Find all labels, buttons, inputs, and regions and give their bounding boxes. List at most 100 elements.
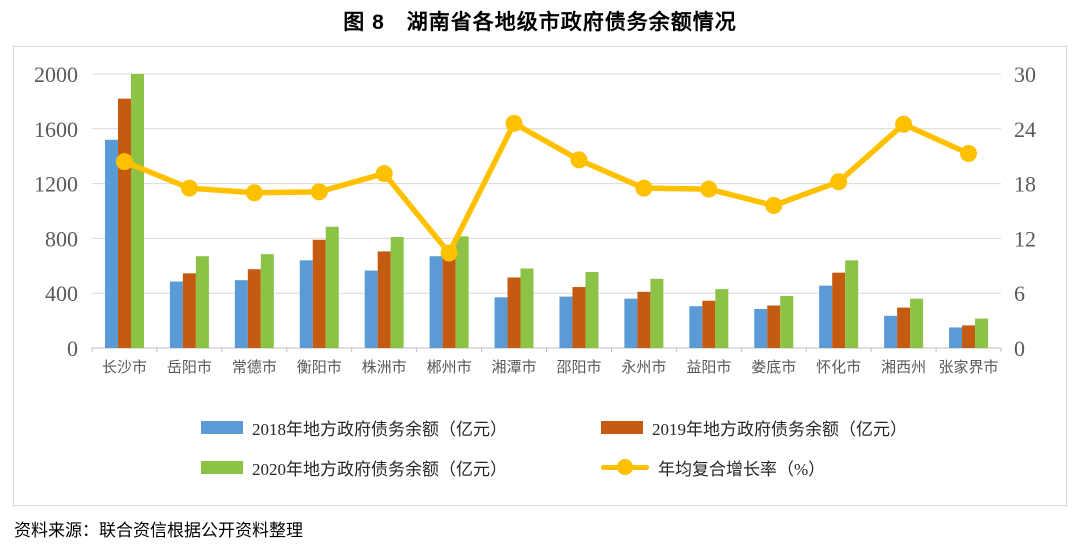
cagr-point-株洲市 (375, 165, 393, 183)
bar-2019年-常德市 (247, 269, 261, 348)
bar-2020年-张家界市 (975, 318, 989, 348)
bar-2018年-怀化市 (819, 285, 833, 348)
bar-2020年-永州市 (650, 278, 664, 348)
category-label: 益阳市 (686, 359, 731, 376)
bar-2018年-邵阳市 (559, 296, 573, 348)
cagr-point-娄底市 (765, 197, 783, 215)
left-axis-tick-label: 0 (67, 336, 78, 361)
bar-2020年-邵阳市 (585, 271, 599, 348)
bar-2019年-邵阳市 (572, 287, 586, 348)
bar-2020年-娄底市 (780, 295, 794, 348)
category-label: 张家界市 (939, 359, 999, 376)
legend-item-cagr: 年均复合增长率（%） (601, 455, 981, 480)
chart-area: 0 0 400 6 800 12 1200 18 1600 24 2000 30 长沙市 岳阳市 常德市 衡阳… (13, 46, 1067, 506)
chart-title: 图 8 湖南省各地级市政府债务余额情况 (343, 11, 737, 34)
cagr-point-常德市 (245, 184, 263, 202)
bar-2018年-常德市 (234, 280, 248, 348)
cagr-point-邵阳市 (570, 151, 588, 169)
left-axis-tick-label: 800 (45, 226, 78, 251)
bar-2018年-岳阳市 (169, 281, 183, 348)
bar-2019年-郴州市 (442, 256, 456, 348)
category-label: 常德市 (232, 358, 277, 376)
bar-2020年-衡阳市 (325, 226, 339, 348)
bar-2019年-岳阳市 (182, 273, 196, 348)
category-label: 郴州市 (427, 359, 472, 376)
category-label: 湘潭市 (492, 359, 537, 376)
right-axis-tick-label: 6 (1014, 281, 1025, 306)
bar-2020年-湘潭市 (520, 268, 534, 348)
cagr-point-永州市 (635, 179, 653, 197)
category-label: 株洲市 (362, 359, 407, 376)
legend-item-2019年: 2019年地方政府债务余额（亿元） (601, 415, 981, 440)
category-label: 怀化市 (816, 359, 861, 376)
bar-2020年-怀化市 (845, 260, 859, 348)
legend-label: 2019年地方政府债务余额（亿元） (652, 420, 907, 439)
bar-2020年-岳阳市 (195, 256, 209, 348)
legend-swatch-icon (601, 421, 643, 434)
bar-2018年-张家界市 (949, 327, 963, 348)
cagr-point-益阳市 (700, 180, 718, 198)
category-label: 邵阳市 (556, 359, 601, 376)
legend-swatch-icon (201, 461, 243, 474)
right-axis-tick-label: 24 (1014, 117, 1036, 142)
bar-2019年-娄底市 (767, 305, 781, 348)
bar-2018年-株洲市 (364, 270, 378, 348)
right-axis-tick-label: 12 (1014, 226, 1036, 251)
bar-2019年-永州市 (637, 291, 651, 348)
bar-2019年-株洲市 (377, 251, 391, 348)
legend-item-2020年: 2020年地方政府债务余额（亿元） (201, 455, 601, 480)
legend-item-2018年: 2018年地方政府债务余额（亿元） (201, 415, 601, 440)
bar-2018年-湘西州 (884, 315, 898, 348)
bar-2019年-张家界市 (962, 325, 976, 348)
bar-2018年-益阳市 (689, 306, 703, 348)
category-label: 岳阳市 (167, 359, 212, 376)
bar-2019年-湘潭市 (507, 277, 521, 348)
bar-2018年-娄底市 (754, 308, 768, 348)
bar-2018年-长沙市 (104, 139, 118, 348)
cagr-point-湘潭市 (505, 114, 523, 132)
category-label: 衡阳市 (297, 359, 342, 376)
bar-2019年-衡阳市 (312, 239, 326, 348)
left-axis-tick-label: 1600 (34, 117, 78, 142)
category-label: 长沙市 (102, 359, 147, 376)
chart-legend: 2018年地方政府债务余额（亿元） 2019年地方政府债务余额（亿元） 2020年地… (201, 415, 981, 480)
bar-2018年-郴州市 (429, 256, 443, 348)
bar-2020年-益阳市 (715, 289, 729, 348)
cagr-point-怀化市 (830, 173, 848, 191)
bar-2018年-衡阳市 (299, 260, 313, 348)
right-axis-tick-label: 18 (1014, 172, 1036, 197)
bar-2019年-怀化市 (832, 272, 846, 348)
category-label: 娄底市 (751, 359, 796, 376)
cagr-point-湘西州 (895, 115, 913, 133)
left-axis-tick-label: 1200 (34, 172, 78, 197)
cagr-point-岳阳市 (180, 179, 198, 197)
bar-2019年-湘西州 (897, 307, 911, 348)
legend-swatch-icon (201, 421, 243, 434)
left-axis-tick-label: 400 (45, 281, 78, 306)
cagr-line (121, 120, 972, 256)
legend-dot-icon (617, 459, 633, 475)
bar-2019年-益阳市 (702, 300, 716, 348)
cagr-point-郴州市 (440, 244, 458, 262)
bar-2018年-永州市 (624, 298, 638, 348)
bar-2020年-株洲市 (390, 237, 404, 348)
bar-2020年-湘西州 (910, 298, 924, 348)
cagr-point-长沙市 (115, 153, 133, 171)
cagr-point-衡阳市 (310, 183, 328, 201)
legend-label: 年均复合增长率（%） (658, 460, 826, 479)
debt-chart-svg: 0 0 400 6 800 12 1200 18 1600 24 2000 30 长沙市 岳阳市 常德市 衡阳… (34, 62, 1036, 376)
bar-2020年-长沙市 (130, 74, 144, 348)
right-axis-tick-label: 0 (1014, 336, 1025, 361)
category-label: 湘西州 (881, 359, 926, 376)
cagr-point-张家界市 (960, 144, 978, 162)
source-note: 资料来源：联合资信根据公开资料整理 (14, 521, 303, 540)
legend-line-marker-icon (601, 459, 649, 476)
bar-2020年-郴州市 (455, 236, 469, 348)
bar-2019年-长沙市 (117, 98, 131, 348)
bar-2018年-湘潭市 (494, 297, 508, 348)
legend-label: 2020年地方政府债务余额（亿元） (252, 460, 507, 479)
legend-label: 2018年地方政府债务余额（亿元） (252, 420, 507, 439)
left-axis-tick-label: 2000 (34, 62, 78, 87)
bar-2020年-常德市 (260, 254, 274, 348)
right-axis-tick-label: 30 (1014, 62, 1036, 87)
